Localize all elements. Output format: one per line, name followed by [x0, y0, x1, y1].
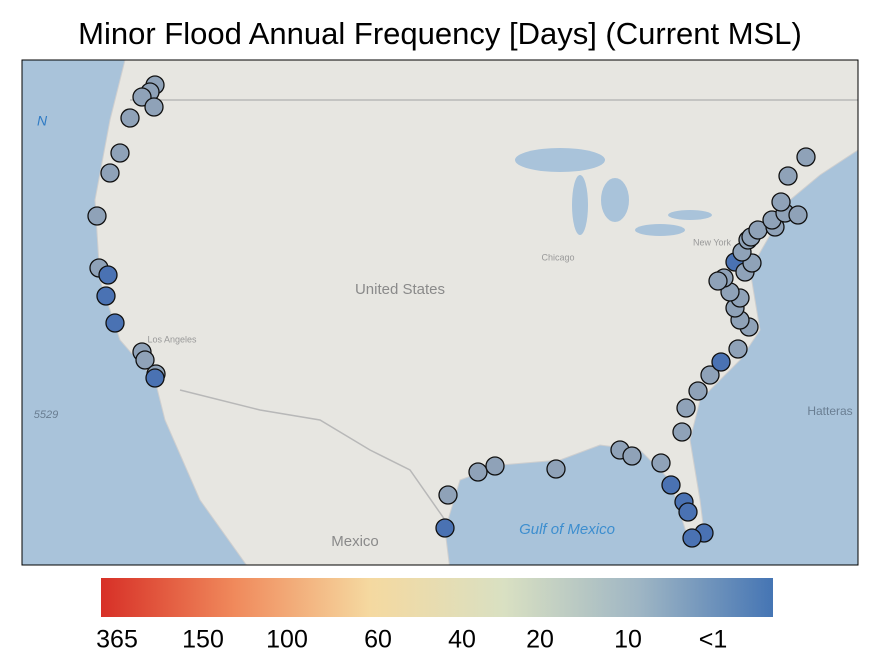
map-label: Los Angeles: [147, 334, 197, 344]
station: [622, 446, 642, 466]
station: [708, 271, 728, 291]
station: [546, 459, 566, 479]
station: [672, 422, 692, 442]
station: [105, 313, 125, 333]
colorbar-tick-label: 150: [182, 626, 224, 654]
map-label: Mexico: [331, 533, 379, 550]
station: [711, 352, 731, 372]
station: [778, 166, 798, 186]
station: [661, 475, 681, 495]
lake: [601, 178, 629, 222]
lake: [572, 175, 588, 235]
station: [144, 97, 164, 117]
station: [98, 265, 118, 285]
map-label: Chicago: [541, 252, 574, 262]
station: [145, 368, 165, 388]
station: [676, 398, 696, 418]
colorbar-tick-label: 20: [526, 626, 554, 654]
station: [678, 502, 698, 522]
station: [700, 365, 720, 385]
basemap: [22, 60, 858, 565]
station: [435, 518, 455, 538]
colorbar-tick-label: 60: [364, 626, 392, 654]
station: [135, 350, 155, 370]
station: [96, 286, 116, 306]
map-label: N: [37, 113, 48, 129]
station: [468, 462, 488, 482]
map-label: United States: [355, 281, 445, 298]
lake: [515, 148, 605, 172]
station: [788, 205, 808, 225]
station: [110, 143, 130, 163]
map-label: Hatteras: [807, 404, 852, 418]
station: [120, 108, 140, 128]
map-label: New York: [693, 237, 732, 247]
colorbar-tick-label: <1: [699, 626, 728, 654]
station: [728, 339, 748, 359]
station: [438, 485, 458, 505]
lake: [668, 210, 712, 220]
station: [651, 453, 671, 473]
colorbar-tick-label: 100: [266, 626, 308, 654]
station: [682, 528, 702, 548]
title: Minor Flood Annual Frequency [Days] (Cur…: [78, 16, 802, 51]
lake: [635, 224, 685, 236]
station: [87, 206, 107, 226]
colorbar: [101, 578, 773, 617]
colorbar-tick-label: 10: [614, 626, 642, 654]
map-label: 5529: [34, 409, 58, 421]
station: [796, 147, 816, 167]
station: [485, 456, 505, 476]
map-frame: [21, 59, 859, 566]
colorbar-tick-label: 365: [96, 626, 138, 654]
colorbar-tick-label: 40: [448, 626, 476, 654]
map-label: Gulf of Mexico: [519, 521, 615, 538]
station: [100, 163, 120, 183]
border: [179, 389, 446, 521]
station: [771, 192, 791, 212]
station: [688, 381, 708, 401]
